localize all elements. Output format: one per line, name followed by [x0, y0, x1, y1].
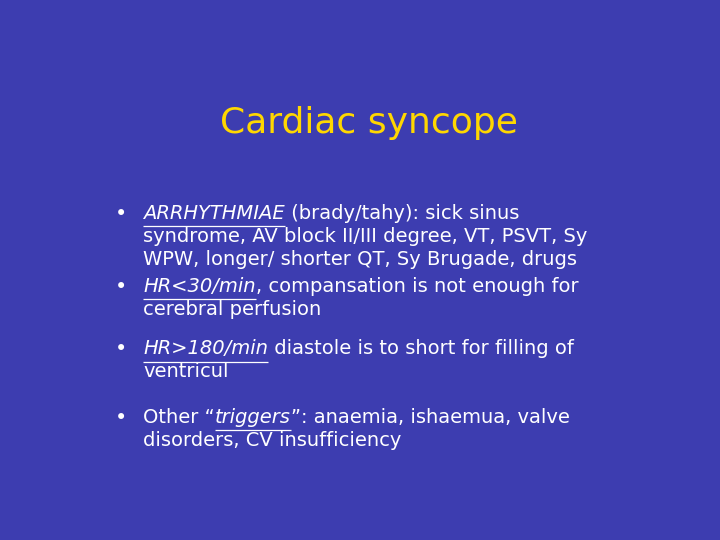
Text: triggers: triggers	[215, 408, 290, 427]
Text: •: •	[114, 339, 127, 359]
Text: HR<30/min: HR<30/min	[143, 277, 256, 296]
Text: ARRHYTHMIAE: ARRHYTHMIAE	[143, 204, 285, 223]
Text: •: •	[114, 408, 127, 428]
Text: cerebral perfusion: cerebral perfusion	[143, 300, 321, 319]
Text: , compansation is not enough for: , compansation is not enough for	[256, 277, 578, 296]
Text: WPW, longer/ shorter QT, Sy Brugade, drugs: WPW, longer/ shorter QT, Sy Brugade, dru…	[143, 250, 577, 269]
Text: Cardiac syncope: Cardiac syncope	[220, 106, 518, 140]
Text: Other “: Other “	[143, 408, 215, 427]
Text: syndrome, AV block II/III degree, VT, PSVT, Sy: syndrome, AV block II/III degree, VT, PS…	[143, 227, 588, 246]
Text: HR>180/min: HR>180/min	[143, 339, 268, 358]
Text: diastole is to short for filling of: diastole is to short for filling of	[268, 339, 574, 358]
Text: •: •	[114, 277, 127, 297]
Text: ”: anaemia, ishaemua, valve: ”: anaemia, ishaemua, valve	[290, 408, 570, 427]
Text: (brady/tahy): sick sinus: (brady/tahy): sick sinus	[285, 204, 519, 223]
Text: •: •	[114, 204, 127, 224]
Text: disorders, CV insufficiency: disorders, CV insufficiency	[143, 431, 401, 450]
Text: ventricul: ventricul	[143, 362, 228, 381]
